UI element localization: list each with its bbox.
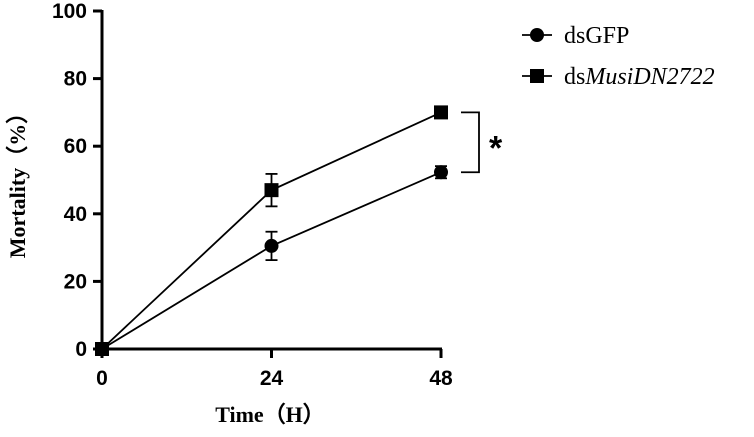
y-tick-label: 60 bbox=[64, 135, 87, 158]
y-tick-label: 40 bbox=[64, 203, 87, 226]
significance-star: * bbox=[489, 129, 503, 167]
x-axis-title: Time（H） bbox=[215, 402, 325, 427]
x-tick-label: 0 bbox=[96, 367, 108, 390]
data-point bbox=[264, 183, 279, 198]
data-point bbox=[434, 105, 448, 120]
legend-entry-1: dsGFP bbox=[522, 23, 629, 49]
y-tick-label: 0 bbox=[75, 338, 87, 361]
legend-marker bbox=[530, 69, 544, 83]
legend-marker bbox=[530, 28, 544, 42]
x-tick-label: 48 bbox=[429, 367, 453, 390]
legend-label: dsMusiDN2722 bbox=[564, 64, 715, 90]
y-tick-label: 100 bbox=[52, 0, 87, 23]
y-tick-label: 20 bbox=[64, 270, 87, 293]
data-point bbox=[264, 238, 279, 253]
axes: 0 20 40 60 80 100 0 24 48 bbox=[52, 0, 453, 390]
series-2 bbox=[95, 105, 448, 356]
legend-label: dsGFP bbox=[564, 23, 629, 49]
legend: dsGFP dsMusiDN2722 bbox=[522, 23, 715, 90]
annotation-layer: * bbox=[461, 111, 503, 174]
data-point bbox=[95, 342, 109, 356]
x-tick-label: 24 bbox=[260, 367, 284, 390]
series-layer bbox=[95, 105, 448, 356]
significance-bracket bbox=[461, 111, 480, 174]
series-line bbox=[101, 111, 442, 350]
y-axis-title: Mortality（%） bbox=[5, 102, 30, 258]
legend-entry-2: dsMusiDN2722 bbox=[522, 64, 715, 90]
data-point bbox=[434, 165, 448, 180]
y-tick-label: 80 bbox=[64, 68, 87, 91]
